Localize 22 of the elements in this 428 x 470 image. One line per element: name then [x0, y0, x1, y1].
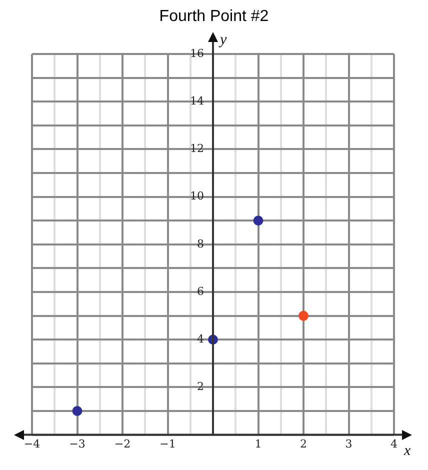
x-axis-title: x [403, 442, 411, 459]
point [72, 406, 82, 416]
x-tick-label: 3 [345, 437, 352, 450]
x-tick-label: −2 [114, 437, 131, 450]
x-tick-label: −3 [69, 437, 86, 450]
y-tick-label: 12 [190, 142, 204, 156]
chart-title: Fourth Point #2 [158, 8, 270, 26]
x-tick-label: −4 [24, 437, 40, 450]
y-tick-label: 6 [197, 284, 204, 298]
y-axis-title: y [218, 32, 227, 48]
x-tick-label: 2 [300, 437, 307, 450]
y-tick-label: 16 [190, 46, 204, 60]
x-tick-label: −1 [160, 437, 176, 450]
y-tick-label: 2 [197, 380, 204, 394]
y-tick-label: 14 [190, 94, 204, 108]
y-tick-label: 8 [197, 237, 204, 250]
point [298, 310, 308, 321]
x-tick-label: 4 [390, 437, 398, 450]
y-tick-label: 10 [190, 190, 204, 203]
y-tick-label: 4 [197, 332, 204, 346]
x-tick-label: 1 [254, 437, 262, 450]
point [253, 216, 264, 226]
